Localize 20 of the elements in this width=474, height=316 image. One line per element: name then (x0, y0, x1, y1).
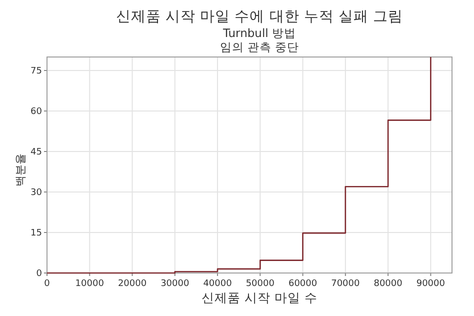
x-tick-label: 60000 (288, 279, 318, 289)
y-tick-label: 30 (30, 188, 42, 198)
x-tick-label: 50000 (246, 279, 275, 289)
chart-title: 신제품 시작 마일 수에 대한 누적 실패 그림 (116, 9, 404, 25)
y-tick-label: 60 (30, 107, 42, 117)
y-tick-label: 0 (36, 269, 42, 279)
y-tick-label: 45 (30, 148, 42, 158)
chart-subtitle: Turnbull 방법 임의 관측 중단 (220, 26, 300, 54)
y-tick-label: 75 (30, 66, 42, 76)
x-tick-label: 10000 (75, 279, 104, 289)
y-tick-label: 15 (30, 228, 42, 238)
x-axis-title: 신제품 시작 마일 수 (202, 290, 318, 305)
x-tick-label: 90000 (416, 279, 446, 289)
x-tick-label: 70000 (331, 279, 360, 289)
y-axis-title: 백분율 (14, 154, 27, 186)
x-tick-label: 80000 (374, 279, 403, 289)
x-tick-label: 30000 (160, 279, 190, 289)
x-tick-label: 40000 (203, 279, 232, 289)
x-tick-label: 20000 (118, 279, 147, 289)
x-tick-label: 0 (44, 279, 50, 289)
